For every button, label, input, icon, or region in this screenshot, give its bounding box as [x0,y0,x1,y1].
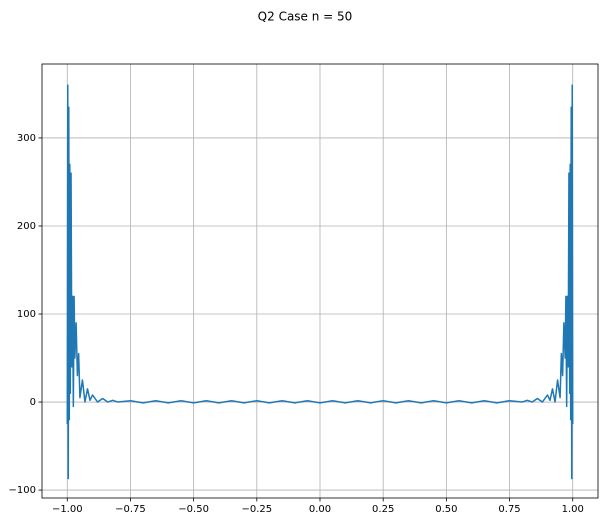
x-tick-label: 0.75 [498,504,520,515]
x-tick-label: 0.50 [435,504,457,515]
y-tick-label: 200 [17,221,36,232]
data-line [66,84,574,480]
x-tick-label: −0.75 [115,504,146,515]
x-tick-label: −0.25 [241,504,272,515]
x-tick-label: 1.00 [562,504,584,515]
plot-frame [41,63,599,499]
x-tick-label: −0.50 [178,504,209,515]
x-tick-label: 0.00 [309,504,331,515]
x-tick-label: −1.00 [52,504,83,515]
y-tick-label: 0 [30,397,36,408]
y-tick-label: 100 [17,309,36,320]
chart-title: Q2 Case n = 50 [258,10,353,24]
y-tick-label: 300 [17,133,36,144]
x-tick-label: 0.25 [372,504,394,515]
y-tick-label: −100 [9,485,36,496]
